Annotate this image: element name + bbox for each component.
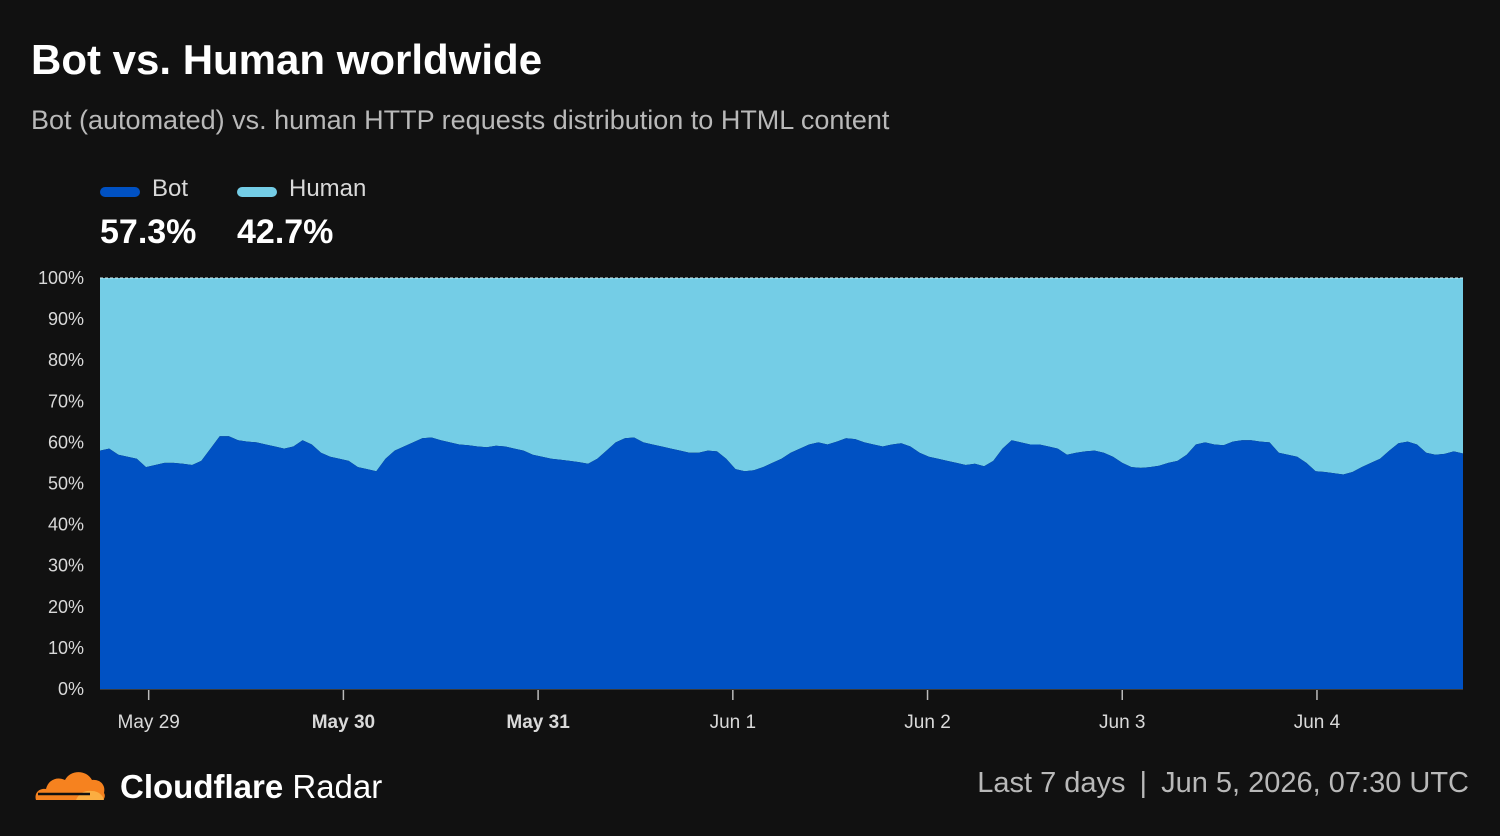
area-chart: 0% 10% 20% 30% 40% 50% 60% 70% 80% 90% 100% May 29 M… (38, 268, 1463, 733)
brand-name: Cloudflare Radar (120, 768, 382, 806)
cloudflare-radar-logo: Cloudflare Radar (30, 764, 390, 808)
x-tick-label: May 31 (506, 712, 570, 733)
x-tick-label: May 30 (312, 712, 375, 733)
legend-swatch-bot (100, 187, 140, 197)
timestamp-label: Jun 5, 2026, 07:30 UTC (1161, 767, 1469, 799)
brand-name-light: Radar (292, 768, 383, 805)
legend-value-bot: 57.3% (100, 213, 197, 251)
time-range-label: Last 7 days (977, 767, 1126, 799)
y-tick-label: 50% (48, 474, 84, 494)
y-tick-label: 80% (48, 350, 84, 370)
y-tick-label: 20% (48, 597, 84, 617)
y-tick-label: 10% (48, 638, 84, 658)
y-tick-label: 70% (48, 391, 84, 411)
x-tick-label: May 29 (118, 712, 180, 733)
human-area (100, 278, 1463, 475)
brand-name-bold: Cloudflare (120, 768, 284, 805)
legend-label-bot: Bot (152, 175, 189, 202)
y-tick-label: 40% (48, 515, 84, 535)
cloudflare-cloud-icon (35, 772, 105, 800)
y-tick-label: 60% (48, 432, 84, 452)
footer-date-info: Last 7 days | Jun 5, 2026, 07:30 UTC (977, 767, 1469, 800)
x-tick-label: Jun 4 (1294, 712, 1341, 733)
y-tick-label: 30% (48, 556, 84, 576)
chart-subtitle: Bot (automated) vs. human HTTP requests … (31, 105, 890, 135)
chart-title: Bot vs. Human worldwide (31, 36, 543, 83)
legend-value-human: 42.7% (237, 213, 334, 251)
bot-area (100, 436, 1463, 689)
legend-label-human: Human (289, 175, 367, 202)
legend-swatch-human (237, 187, 277, 197)
y-tick-label: 100% (38, 268, 84, 288)
x-tick-label: Jun 1 (710, 712, 756, 733)
footer-separator: | (1139, 767, 1148, 799)
y-tick-label: 0% (58, 679, 84, 699)
x-tick-label: Jun 3 (1099, 712, 1145, 733)
y-tick-label: 90% (48, 309, 84, 329)
x-tick-label: Jun 2 (904, 712, 950, 733)
